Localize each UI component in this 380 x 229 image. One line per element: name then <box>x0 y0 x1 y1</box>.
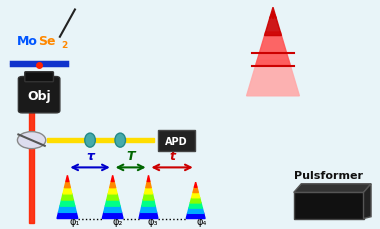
Polygon shape <box>294 184 371 193</box>
FancyBboxPatch shape <box>25 72 54 82</box>
Polygon shape <box>144 188 152 194</box>
Polygon shape <box>141 206 157 213</box>
FancyBboxPatch shape <box>158 130 195 152</box>
Text: t: t <box>169 150 175 163</box>
Polygon shape <box>188 208 204 213</box>
Polygon shape <box>194 182 197 188</box>
Polygon shape <box>62 194 73 200</box>
Polygon shape <box>66 176 69 182</box>
Text: φ₂: φ₂ <box>112 217 123 226</box>
Text: Pulsformer: Pulsformer <box>294 170 363 180</box>
Text: τ: τ <box>86 150 94 163</box>
Polygon shape <box>65 182 70 188</box>
Polygon shape <box>189 203 203 208</box>
Text: Obj: Obj <box>27 90 51 102</box>
Polygon shape <box>63 188 72 194</box>
Text: φ₄: φ₄ <box>196 217 206 226</box>
Polygon shape <box>146 182 151 188</box>
Polygon shape <box>190 198 201 203</box>
Polygon shape <box>59 206 76 213</box>
Polygon shape <box>142 200 155 206</box>
Text: φ₃: φ₃ <box>148 217 158 226</box>
Polygon shape <box>60 200 75 206</box>
Ellipse shape <box>17 132 46 149</box>
Polygon shape <box>57 213 78 218</box>
Polygon shape <box>247 61 299 96</box>
Polygon shape <box>110 182 116 188</box>
Polygon shape <box>111 176 114 182</box>
Polygon shape <box>364 184 371 218</box>
Polygon shape <box>193 188 198 193</box>
Polygon shape <box>256 33 290 65</box>
Text: φ₁: φ₁ <box>69 217 79 226</box>
Polygon shape <box>139 213 158 218</box>
Ellipse shape <box>85 134 95 147</box>
Polygon shape <box>192 193 200 198</box>
Polygon shape <box>147 176 150 182</box>
Text: Mo: Mo <box>16 35 37 48</box>
Polygon shape <box>143 194 154 200</box>
FancyArrow shape <box>29 83 34 223</box>
Polygon shape <box>264 8 282 36</box>
Polygon shape <box>105 200 120 206</box>
Polygon shape <box>104 206 122 213</box>
Text: 2: 2 <box>61 41 67 50</box>
Text: Se: Se <box>38 35 56 48</box>
FancyArrow shape <box>47 139 154 143</box>
Ellipse shape <box>115 134 125 147</box>
FancyBboxPatch shape <box>18 77 60 113</box>
Text: T: T <box>126 150 135 163</box>
Polygon shape <box>108 188 117 194</box>
Text: APD: APD <box>165 136 188 146</box>
Polygon shape <box>102 213 123 218</box>
Polygon shape <box>107 194 119 200</box>
Polygon shape <box>186 213 205 218</box>
FancyBboxPatch shape <box>294 193 364 218</box>
